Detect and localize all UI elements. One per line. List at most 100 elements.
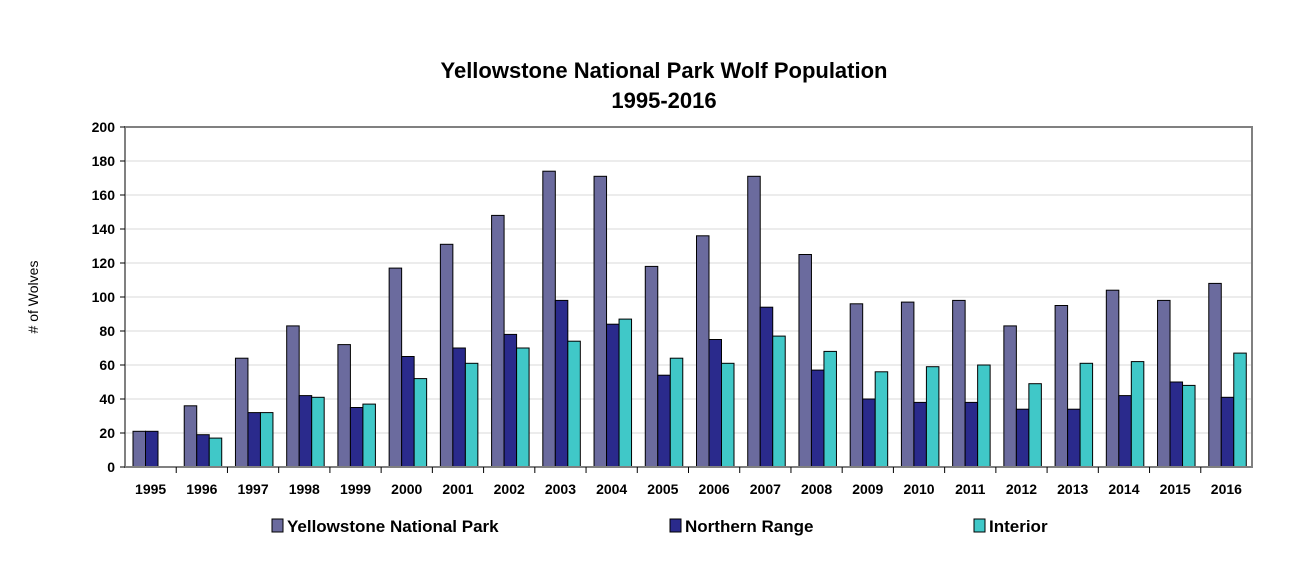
legend-swatch <box>973 518 986 533</box>
bar <box>747 175 761 468</box>
x-tick-label: 2010 <box>903 481 934 497</box>
bar <box>1118 395 1132 468</box>
x-tick-label: 2016 <box>1211 481 1242 497</box>
bar <box>644 265 659 468</box>
bar <box>413 378 428 468</box>
bar <box>311 396 325 468</box>
y-tick-label: 100 <box>92 289 116 305</box>
legend-label: Interior <box>989 517 1048 536</box>
bars <box>132 170 1247 468</box>
x-tick-label: 2014 <box>1108 481 1139 497</box>
bar <box>349 407 364 468</box>
y-tick-label: 160 <box>92 187 116 203</box>
chart-subtitle: 1995-2016 <box>611 88 716 113</box>
bar <box>1028 383 1042 468</box>
bar <box>1220 396 1235 468</box>
legend-swatch <box>669 518 682 533</box>
y-tick-label: 80 <box>99 323 115 339</box>
y-tick-label: 120 <box>92 255 116 271</box>
bar <box>964 401 979 468</box>
bar <box>259 412 274 468</box>
bar <box>439 243 454 468</box>
x-tick-label: 2005 <box>647 481 678 497</box>
bar <box>1003 325 1017 468</box>
y-tick-label: 20 <box>99 425 115 441</box>
bar <box>606 323 620 468</box>
bar <box>554 299 569 468</box>
legend-swatch <box>271 518 284 533</box>
bar <box>452 347 466 468</box>
bar <box>900 301 915 468</box>
bar <box>1079 362 1094 468</box>
x-ticks: 1995 1996 1997 1998 1999 2000 2001 2002 2003 2004… <box>135 467 1242 497</box>
bar <box>669 357 684 468</box>
bar <box>132 430 146 468</box>
bar <box>810 369 825 468</box>
bar <box>247 412 261 468</box>
y-tick-label: 0 <box>107 459 115 475</box>
x-tick-label: 1998 <box>289 481 320 497</box>
bar <box>1067 408 1081 468</box>
bar <box>183 405 198 468</box>
bar <box>388 267 403 468</box>
bar <box>362 403 376 468</box>
bar <box>208 437 223 468</box>
x-tick-label: 2004 <box>596 481 627 497</box>
x-tick-label: 2001 <box>442 481 473 497</box>
x-tick-label: 2006 <box>699 481 730 497</box>
x-tick-label: 1997 <box>237 481 268 497</box>
bar <box>913 401 927 468</box>
y-tick-label: 200 <box>92 119 116 135</box>
x-tick-label: 2008 <box>801 481 832 497</box>
x-tick-label: 2009 <box>852 481 883 497</box>
bar <box>145 430 159 468</box>
bar <box>401 356 415 468</box>
bar <box>1130 361 1145 468</box>
bar <box>862 398 876 468</box>
bar <box>925 366 940 468</box>
legend: Yellowstone National Park Northern Range I… <box>271 517 1048 536</box>
x-tick-label: 2007 <box>750 481 781 497</box>
bar <box>1233 352 1247 468</box>
bar <box>823 350 837 468</box>
x-tick-label: 1996 <box>186 481 217 497</box>
bar <box>708 339 722 468</box>
bar <box>464 362 479 468</box>
y-tick-label: 60 <box>99 357 115 373</box>
bar <box>977 364 991 468</box>
bar <box>952 299 966 468</box>
bar <box>491 214 505 468</box>
y-tick-label: 180 <box>92 153 116 169</box>
bar <box>696 235 710 468</box>
bar <box>798 254 812 468</box>
legend-label: Yellowstone National Park <box>287 517 499 536</box>
legend-label: Northern Range <box>685 517 813 536</box>
bar <box>618 318 633 468</box>
bar <box>874 371 889 468</box>
y-axis-label: # of Wolves <box>25 261 41 334</box>
x-tick-label: 2002 <box>494 481 525 497</box>
y-tick-label: 40 <box>99 391 115 407</box>
bar <box>1157 299 1171 468</box>
bar <box>1169 381 1184 468</box>
x-tick-label: 2013 <box>1057 481 1088 497</box>
bar <box>721 362 735 468</box>
y-tick-label: 140 <box>92 221 116 237</box>
y-ticks: 0 20 40 60 80 100 120 140 160 180 200 <box>92 119 125 475</box>
bar <box>1208 282 1222 468</box>
bar <box>516 347 530 468</box>
bar <box>337 344 351 468</box>
x-tick-label: 1999 <box>340 481 371 497</box>
x-tick-label: 2012 <box>1006 481 1037 497</box>
bar <box>657 374 671 468</box>
bar <box>849 303 864 468</box>
bar <box>1054 305 1069 468</box>
x-tick-label: 2011 <box>955 481 986 497</box>
bar <box>1015 408 1030 468</box>
x-tick-label: 2003 <box>545 481 576 497</box>
bar <box>196 434 210 468</box>
chart-title: Yellowstone National Park Wolf Populatio… <box>441 58 888 83</box>
bar <box>503 333 518 468</box>
bar <box>759 306 774 468</box>
